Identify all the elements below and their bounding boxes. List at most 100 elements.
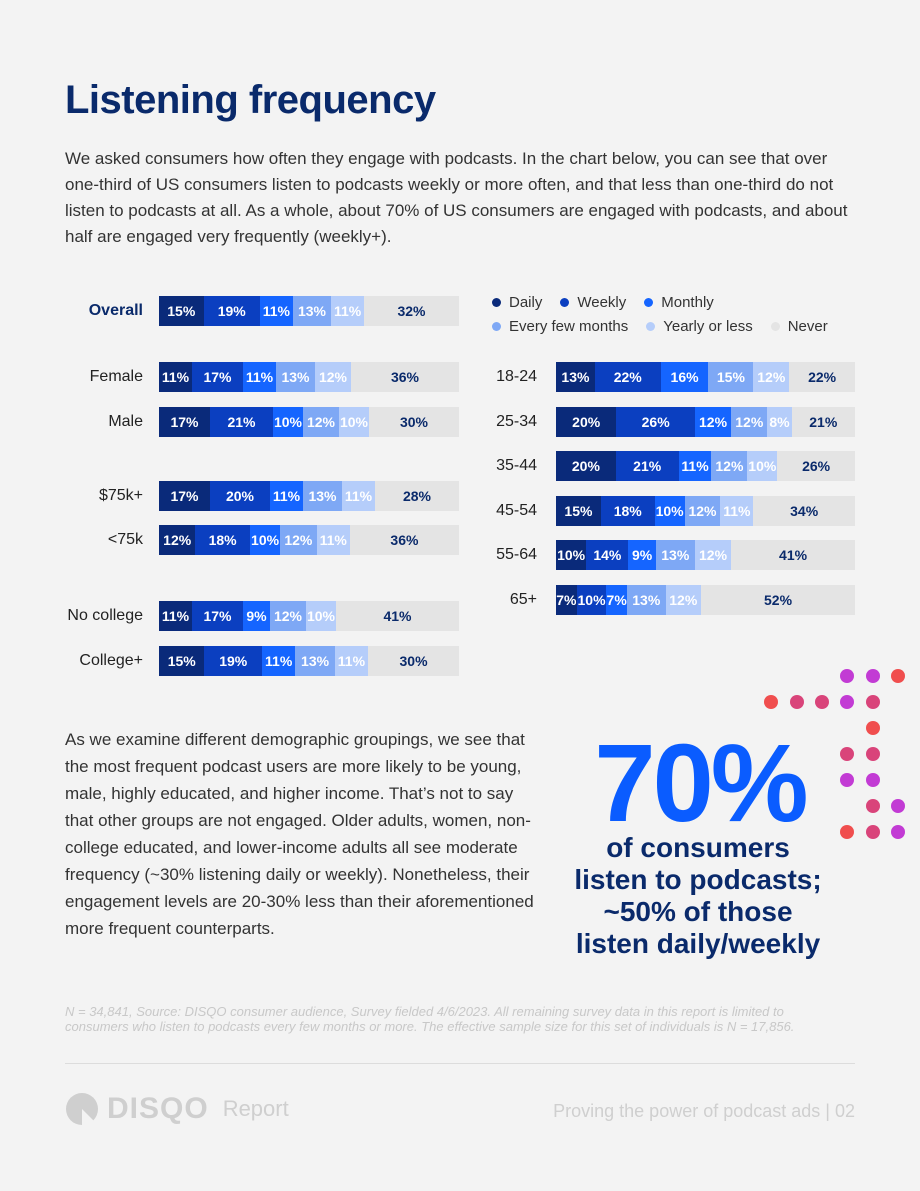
legend-item-yearly: Yearly or less [646, 318, 753, 335]
bar-segment: 10% [556, 540, 587, 570]
bar-segment: 19% [204, 646, 263, 676]
bar-segment: 30% [368, 646, 459, 676]
legend-dot-monthly [644, 297, 654, 307]
decor-dot [891, 799, 905, 813]
footer-page-label: Proving the power of podcast ads | 02 [553, 1101, 855, 1121]
bar-segment: 11% [270, 481, 303, 511]
category-label: 18-24 [496, 368, 537, 385]
legend-item-daily: Daily [492, 294, 542, 311]
bar-segment: 12% [303, 407, 339, 437]
decor-dot [815, 695, 829, 709]
legend-label-never: Never [787, 317, 828, 335]
decor-dot [790, 695, 804, 709]
bar-segment: 16% [660, 362, 709, 392]
decor-dot [891, 825, 905, 839]
bar-segment: 11% [243, 362, 276, 392]
bar-segment: 15% [708, 362, 754, 392]
bar-segment: 17% [192, 362, 243, 392]
callout-caption-line-3: ~50% of those [603, 896, 793, 927]
bar-segment: 12% [315, 362, 351, 392]
legend-item-weekly: Weekly [560, 294, 626, 311]
bar-segment: 11% [262, 646, 296, 676]
bar-segment: 10% [249, 525, 281, 555]
legend-dot-every-few-months [492, 321, 501, 331]
bar-segment: 8% [767, 407, 792, 437]
bar-segment: 20% [556, 451, 616, 481]
bar-segment: 12% [159, 525, 196, 555]
bar-segment: 11% [316, 525, 350, 555]
category-label: 45-54 [496, 502, 537, 519]
decor-dot [866, 669, 880, 683]
bar-segment: 21% [615, 451, 679, 481]
category-label: Male [108, 413, 143, 430]
bar-segment: 11% [678, 451, 712, 481]
legend-label-monthly: Monthly [661, 293, 714, 311]
legend-label-every-few-months: Every few months [509, 317, 629, 335]
decor-dot [840, 695, 854, 709]
bar-segment: 15% [556, 496, 601, 526]
callout-stat: 70% [594, 722, 808, 845]
bar-segment: 26% [616, 407, 695, 437]
callout-caption-line-2: listen to podcasts; [574, 864, 822, 895]
footnote: N = 34,841, Source: DISQO consumer audie… [65, 1004, 795, 1034]
bar-segment: 12% [270, 601, 306, 631]
bar-segment: 41% [336, 601, 459, 631]
bar-segment: 52% [701, 585, 855, 615]
bar-segment: 13% [556, 362, 595, 392]
bar-segment: 7% [556, 585, 577, 615]
category-label: <75k [107, 531, 143, 548]
bar-segment: 13% [295, 646, 335, 676]
category-label: No college [67, 607, 143, 624]
decor-dot [840, 773, 854, 787]
legend-row-2: Every few months Yearly or less Never [492, 314, 872, 338]
bar-segment: 12% [684, 496, 721, 526]
legend-row-1: Daily Weekly Monthly [492, 290, 872, 314]
bar-segment: 13% [303, 481, 342, 511]
category-label: Overall [88, 302, 143, 319]
legend-dot-never [770, 321, 780, 331]
bar-segment: 12% [694, 407, 732, 437]
bar-segment: 13% [627, 585, 666, 615]
chart-legend: Daily Weekly Monthly Every few months Ye… [492, 290, 872, 338]
bar-segment: 15% [159, 296, 204, 326]
page-title: Listening frequency [65, 78, 436, 122]
bar-segment: 10% [747, 451, 778, 481]
decor-dot [840, 747, 854, 761]
legend-label-daily: Daily [509, 293, 543, 311]
bar-segment: 10% [306, 601, 336, 631]
legend-item-never: Never [770, 317, 828, 335]
bar-segment: 11% [259, 296, 293, 326]
bar-segment: 12% [280, 525, 317, 555]
bar-segment: 12% [731, 407, 768, 437]
decor-dot [764, 695, 778, 709]
legend-label-weekly: Weekly [577, 293, 627, 311]
legend-dot-weekly [560, 297, 570, 307]
decor-dot [866, 799, 880, 813]
bar-segment: 18% [600, 496, 655, 526]
callout-caption-line-4: listen daily/weekly [575, 928, 821, 959]
legend-item-every-few-months: Every few months [492, 318, 628, 335]
bar-segment: 15% [159, 646, 205, 676]
bar-segment: 12% [665, 585, 702, 615]
bar-segment: 19% [203, 296, 260, 326]
callout-caption-line-1: of consumers [606, 832, 790, 863]
bar-segment: 28% [375, 481, 459, 511]
bar-segment: 20% [210, 481, 270, 511]
disqo-logo-icon [66, 1093, 98, 1125]
category-label: College+ [79, 652, 143, 669]
bar-segment: 13% [276, 362, 315, 392]
legend-dot-daily [492, 297, 501, 307]
decor-dot [891, 669, 905, 683]
category-label: 65+ [509, 591, 537, 608]
analysis-paragraph: As we examine different demographic grou… [65, 730, 534, 938]
bar-segment: 36% [349, 525, 459, 555]
bar-segment: 7% [606, 585, 628, 615]
bar-segment: 10% [654, 496, 685, 526]
bar-segment: 11% [342, 481, 375, 511]
bar-segment: 17% [159, 481, 210, 511]
bar-segment: 12% [694, 540, 732, 570]
decor-dot [866, 721, 880, 735]
category-label: 55-64 [496, 546, 537, 563]
footer-logo: DISQO Report [65, 1092, 289, 1126]
